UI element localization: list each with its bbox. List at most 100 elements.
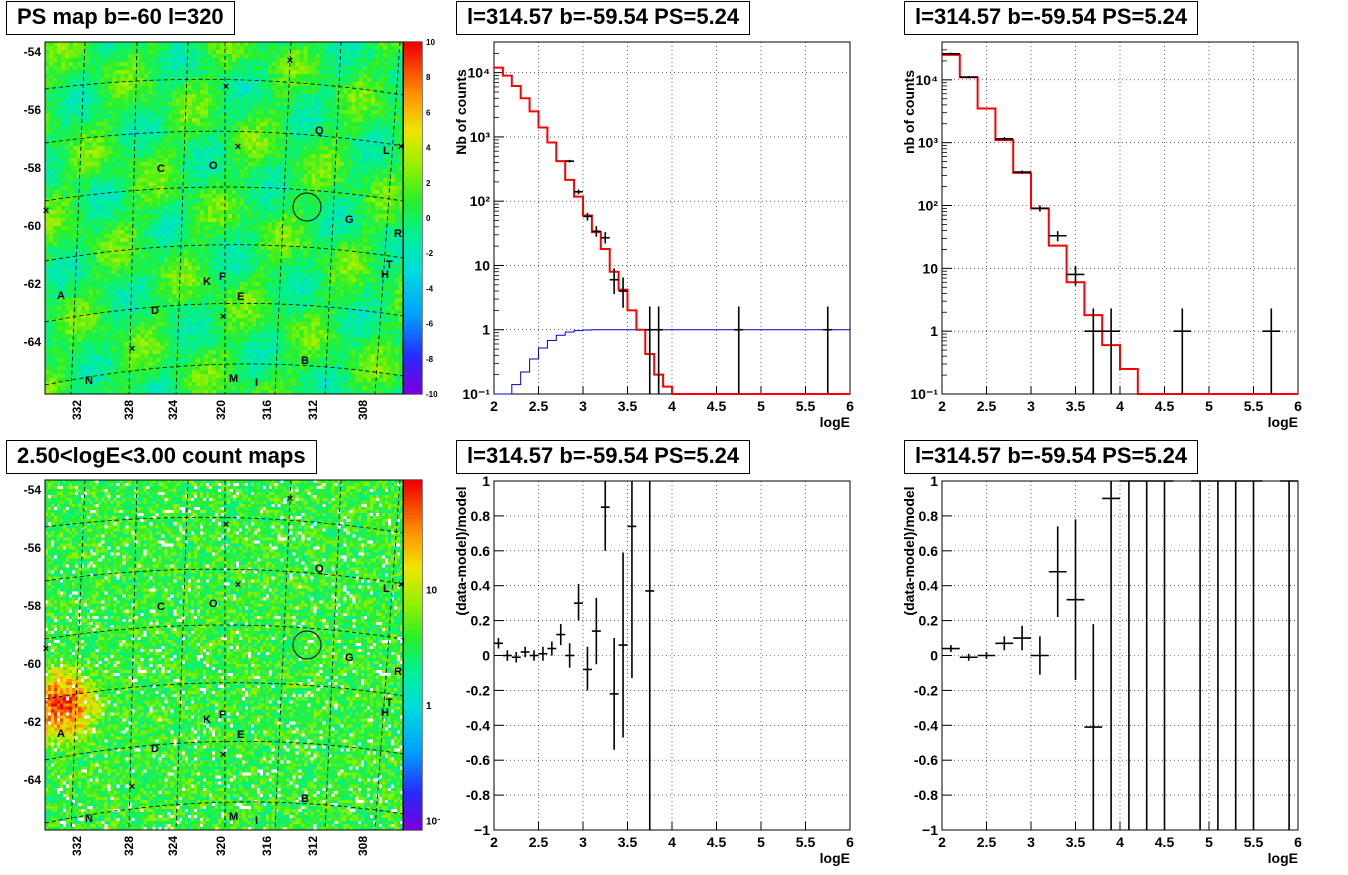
y-tick-label: 10² [918, 197, 939, 213]
y-tick-label: -0.4 [466, 717, 490, 733]
spectrum-left-title: l=314.57 b=-59.54 PS=5.24 [456, 1, 751, 35]
y-tick-label: -0.2 [466, 682, 490, 698]
x-tick-label: 5 [757, 398, 765, 414]
color-scale-tick-label: 10 [426, 585, 438, 596]
y-tick-label: 0.6 [919, 543, 939, 559]
map-lon-tick-label: 328 [122, 836, 136, 856]
map-lon-tick-label: 324 [166, 836, 180, 856]
map-source-label: K [203, 276, 211, 288]
map-source-label: C [157, 601, 165, 613]
ps-map-image [45, 42, 403, 394]
y-tick-label: 10³ [918, 135, 939, 151]
y-tick-label: 10² [470, 193, 491, 209]
y-tick-label: 10 [922, 260, 938, 276]
y-axis-label: (data-model)/model [453, 486, 469, 615]
x-tick-label: 2.5 [977, 398, 997, 414]
map-source-label: B [301, 355, 309, 367]
map-lat-tick-label: -60 [24, 657, 42, 671]
y-tick-label: 10 [474, 257, 490, 273]
y-tick-label: -0.2 [914, 682, 938, 698]
residual-right-title: l=314.57 b=-59.54 PS=5.24 [904, 440, 1199, 474]
map-source-label: A [57, 728, 65, 740]
x-tick-label: 4.5 [1155, 398, 1175, 414]
y-axis-label: nb of counts [901, 70, 917, 154]
residual-left-chart: 2 2.5 3 3.5 4 4.5 5 5.5 6 −1 -0.8 -0.6 -0.4 -0.2 0 0.2 0… [453, 473, 854, 866]
map-latitude-line [44, 78, 404, 96]
map-longitude-line [175, 41, 189, 395]
y-tick-label: 10⁻¹ [462, 386, 490, 402]
plot-frame [941, 41, 1299, 395]
map-latitude-line [44, 740, 404, 761]
map-cross-marker: × [43, 643, 49, 655]
model-step-line [942, 53, 1298, 395]
map-source-label: L [383, 583, 390, 595]
x-tick-label: 2 [938, 398, 946, 414]
x-axis-label: logE [820, 850, 850, 866]
x-tick-label: 3 [1027, 398, 1035, 414]
map-longitude-line [274, 479, 292, 831]
y-tick-label: 10⁴ [468, 65, 491, 81]
map-lat-tick-label: -58 [24, 599, 42, 613]
map-lon-tick-label: 328 [122, 400, 136, 420]
map-source-label: D [151, 743, 159, 755]
x-tick-label: 2.5 [529, 834, 549, 850]
map-source-label: F [219, 709, 226, 721]
map-cross-marker: × [129, 781, 135, 793]
y-tick-label: 1 [482, 473, 490, 489]
map-source-label: T [386, 259, 393, 271]
map-lon-tick-label: 308 [356, 400, 370, 420]
count-map-panel: -54 -56 -58 -60 -62 -64 332 328 324 320 316 312 308 A… [0, 438, 440, 875]
exposure-step-line [494, 329, 850, 395]
x-tick-label: 4 [1116, 398, 1124, 414]
color-scale-tick-label: 6 [426, 108, 431, 117]
x-tick-label: 2.5 [529, 398, 549, 414]
x-tick-label: 5.5 [1244, 398, 1264, 414]
map-source-label: M [229, 373, 238, 385]
spectrum-left-chart: 2 2.5 3 3.5 4 4.5 5 5.5 6 10⁻¹ 1 10 10² 10³ 10⁴ logE Nb … [453, 41, 854, 430]
y-tick-label: 0.8 [471, 508, 491, 524]
map-source-label: H [381, 707, 389, 719]
map-longitude-line [70, 41, 86, 395]
map-cross-marker: × [235, 579, 241, 591]
x-tick-label: 5.5 [796, 834, 816, 850]
map-source-label: F [219, 271, 226, 283]
x-tick-label: 3.5 [618, 398, 638, 414]
map-source-label: B [301, 793, 309, 805]
map-target-circle [292, 630, 322, 660]
map-cross-marker: × [287, 55, 293, 67]
x-tick-label: 6 [1294, 398, 1302, 414]
map-lon-tick-label: 308 [356, 836, 370, 856]
map-lon-tick-label: 324 [166, 400, 180, 420]
map-longitude-line [175, 479, 189, 831]
map-longitude-line [324, 41, 342, 395]
x-tick-label: 4.5 [707, 834, 727, 850]
map-source-label: G [345, 652, 354, 664]
x-tick-label: 3 [1027, 834, 1035, 850]
y-tick-label: -0.6 [914, 752, 938, 768]
map-lat-tick-label: -60 [24, 219, 42, 233]
map-source-label: R [394, 228, 402, 240]
ps-map-color-scale [404, 42, 422, 394]
map-latitude-line [44, 624, 404, 640]
map-source-label: G [345, 214, 354, 226]
x-tick-label: 5.5 [796, 398, 816, 414]
y-tick-label: 10³ [470, 129, 491, 145]
y-tick-label: 0.2 [471, 613, 491, 629]
map-longitude-line [128, 41, 138, 395]
map-source-label: N [85, 813, 93, 825]
x-tick-label: 2 [490, 398, 498, 414]
map-source-label: R [394, 666, 402, 678]
x-tick-label: 5 [757, 834, 765, 850]
map-cross-marker: × [223, 519, 229, 531]
y-tick-label: 0.4 [471, 578, 491, 594]
x-tick-label: 4.5 [1155, 834, 1175, 850]
x-tick-label: 2.5 [977, 834, 997, 850]
map-source-label: Q [315, 125, 324, 137]
x-tick-label: 4.5 [707, 398, 727, 414]
map-latitude-line [44, 682, 404, 700]
y-tick-label: 1 [930, 323, 938, 339]
map-cross-marker: × [129, 343, 135, 355]
spectrum-right-chart: 2 2.5 3 3.5 4 4.5 5 5.5 6 10⁻¹ 1 10 10² 10³ 10⁴ logE nb … [901, 41, 1302, 430]
map-cross-marker: × [398, 141, 404, 153]
color-scale-tick-label: 10 [426, 38, 435, 47]
